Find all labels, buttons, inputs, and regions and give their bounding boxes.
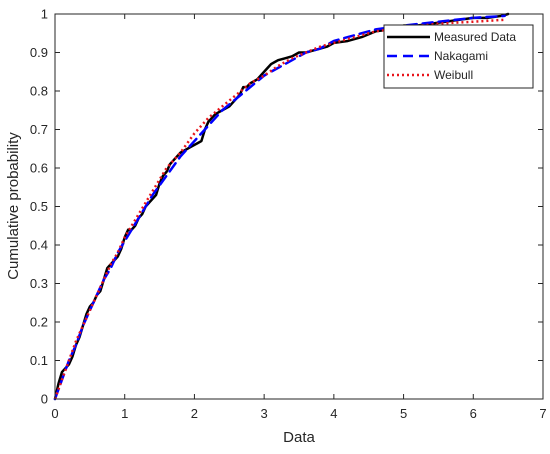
series-line-nakagami bbox=[53, 14, 506, 401]
series-line-weibull bbox=[53, 18, 505, 400]
y-axis-label: Cumulative probability bbox=[5, 132, 22, 280]
x-tick-label: 0 bbox=[51, 406, 58, 421]
x-tick-label: 2 bbox=[191, 406, 198, 421]
y-tick-label: 0 bbox=[41, 392, 48, 407]
y-tick-label: 0.3 bbox=[30, 276, 48, 291]
y-tick-label: 0.2 bbox=[30, 315, 48, 330]
legend-label-weibull: Weibull bbox=[434, 68, 473, 82]
y-tick-label: 1 bbox=[41, 7, 48, 22]
y-tick-label: 0.5 bbox=[30, 199, 48, 214]
y-tick-label: 0.8 bbox=[30, 84, 48, 99]
x-tick-label: 6 bbox=[470, 406, 477, 421]
x-tick-label: 5 bbox=[400, 406, 407, 421]
x-tick-label: 1 bbox=[121, 406, 128, 421]
x-axis-label: Data bbox=[283, 429, 315, 446]
y-tick-label: 0.4 bbox=[30, 238, 48, 253]
legend: Measured Data Nakagami Weibull bbox=[383, 24, 534, 89]
legend-label-measured: Measured Data bbox=[434, 30, 516, 44]
x-tick-label: 4 bbox=[330, 406, 337, 421]
y-tick-label: 0.9 bbox=[30, 45, 48, 60]
x-tick-label: 7 bbox=[539, 406, 546, 421]
x-tick-label: 3 bbox=[261, 406, 268, 421]
y-tick-label: 0.6 bbox=[30, 161, 48, 176]
y-tick-label: 0.7 bbox=[30, 122, 48, 137]
axes-layer: 0 1 2 3 4 5 6 7 0 0.1 0.2 0.3 0.4 0.5 0.6 0.7 0.8 0.9 1 bbox=[30, 7, 547, 422]
series-layer bbox=[53, 12, 510, 401]
legend-label-nakagami: Nakagami bbox=[434, 49, 488, 63]
y-tick-label: 0.1 bbox=[30, 353, 48, 368]
